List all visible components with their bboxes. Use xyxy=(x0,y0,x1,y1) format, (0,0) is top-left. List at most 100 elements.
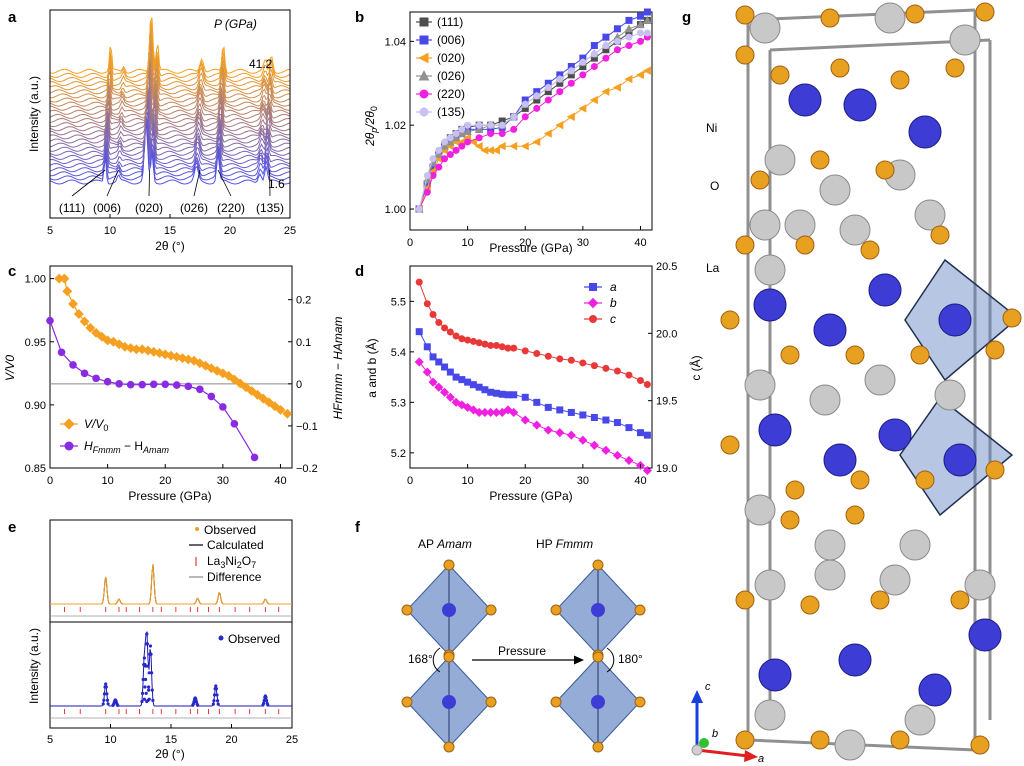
panel-e-observed-point xyxy=(264,695,268,699)
panel-d-point xyxy=(481,340,489,348)
panel-d-point xyxy=(503,405,513,415)
panel-d-point xyxy=(435,358,443,366)
panel-b-point xyxy=(579,58,587,66)
panel-e-observed-point xyxy=(143,677,148,682)
panel-d-point xyxy=(434,382,444,392)
panel-a-trace xyxy=(49,92,291,156)
panel-a-trace xyxy=(49,33,291,95)
panel-c-right-ytick-label: 0.1 xyxy=(296,337,311,349)
panel-d-point xyxy=(555,428,565,438)
panel-d-point xyxy=(624,455,634,465)
panel-g-ni-atom xyxy=(938,303,972,337)
panel-d-point xyxy=(578,435,588,445)
panel-b-point xyxy=(475,134,483,142)
panel-d-point xyxy=(556,355,564,363)
panel-f-ap-upper-octahedron-ni-atom xyxy=(442,603,456,617)
panel-e-ticks: 5 10 15 20 25 xyxy=(47,724,298,746)
panel-a-trace xyxy=(49,103,291,165)
panel-d: d 0 10 20 30 405.25.35.45.519.019.520.020.5 … xyxy=(355,261,703,503)
panel-c-xtick-label: 40 xyxy=(274,475,286,487)
panel-d-label: d xyxy=(355,263,364,280)
panel-e-observed-point xyxy=(145,632,149,636)
panel-a-trace xyxy=(49,69,291,132)
panel-b-point xyxy=(423,175,432,184)
legend-h-text: HFmmm − HAmam xyxy=(84,439,170,455)
panel-b-legend-marker xyxy=(419,35,429,45)
panel-g-o-atom xyxy=(930,225,950,245)
legend-calculated: Calculated xyxy=(207,538,264,552)
panel-b-legend-label: (006) xyxy=(437,33,465,47)
legend-la3ni2o7: La3Ni2O7 xyxy=(207,554,256,570)
panel-d-point xyxy=(567,408,575,416)
panel-e-observed-point xyxy=(105,692,109,696)
panel-a-trace xyxy=(49,116,291,177)
panel-a-label: a xyxy=(8,9,17,26)
panel-b-point xyxy=(556,75,564,83)
panel-g-la-atom xyxy=(834,729,866,761)
panel-a-trace xyxy=(49,58,291,119)
panel-b-point xyxy=(475,121,483,129)
panel-e-plot xyxy=(50,564,292,719)
panel-b-point xyxy=(498,130,506,138)
panel-d-xtick-label: 10 xyxy=(461,475,473,487)
panel-b-point xyxy=(566,112,575,122)
panel-g-crystal-structure xyxy=(720,2,1022,761)
panel-d-point xyxy=(602,364,610,372)
panel-c-point xyxy=(250,453,259,462)
panel-a-trace xyxy=(49,115,291,173)
panel-b-ytick-label: 1.02 xyxy=(385,120,406,132)
panel-f-ap-lower-octahedron-o-atom xyxy=(443,741,455,753)
panel-e-observed-point xyxy=(150,688,154,692)
panel-d-legend-marker xyxy=(589,283,597,291)
panel-c-point xyxy=(46,316,54,325)
panel-g-la-atom xyxy=(819,174,851,206)
panel-g-ni-atom xyxy=(843,88,877,122)
panel-g-la-atom xyxy=(784,209,816,241)
panel-b-point xyxy=(423,172,431,179)
panel-d-right-ytick-label: 19.0 xyxy=(656,463,677,475)
panel-d-point xyxy=(642,465,652,476)
panel-b-point xyxy=(556,88,564,96)
panel-b-point xyxy=(446,134,454,142)
panel-g-cell-edge xyxy=(747,8,976,22)
panel-b-point xyxy=(487,121,495,129)
panel-e-observed-point xyxy=(142,697,146,701)
panel-e-observed-point xyxy=(146,664,150,668)
panel-f-ap-angle-arc xyxy=(432,647,441,673)
panel-d-series-line xyxy=(418,331,648,436)
panel-d-point xyxy=(520,415,530,425)
panel-d-point xyxy=(429,310,437,318)
legend-vv0-text: V/V0 xyxy=(84,417,108,433)
panel-c-point xyxy=(79,316,90,327)
panel-d-point xyxy=(543,425,553,435)
panel-d-point xyxy=(533,350,541,358)
panel-g-o-atom xyxy=(850,470,870,490)
panel-b-xtick-label: 10 xyxy=(461,237,473,249)
panel-b-point xyxy=(532,137,541,147)
panel-b-point xyxy=(464,121,472,129)
panel-g-o-atom xyxy=(950,590,970,610)
panel-d-point xyxy=(480,407,490,417)
c-axis-label: c xyxy=(705,681,711,693)
panel-b-point xyxy=(451,133,461,142)
panel-a-hkl-label: (111) xyxy=(59,201,85,215)
panel-b-point xyxy=(578,104,587,113)
panel-b-point xyxy=(463,126,472,135)
panel-g-o-atom xyxy=(975,2,995,22)
legend-vv0-marker xyxy=(63,418,75,430)
panel-g-o-atom xyxy=(845,505,865,525)
panel-g-o-atom xyxy=(770,65,790,85)
panel-e-observed-point xyxy=(214,684,218,688)
panel-d-point xyxy=(521,393,529,401)
panel-d-point xyxy=(556,406,564,414)
panel-e-observed-point xyxy=(261,701,266,705)
panel-d-point xyxy=(458,335,466,343)
panel-g-ni-label: Ni xyxy=(706,121,717,135)
panel-g-la-atom xyxy=(814,529,846,561)
panel-b-point xyxy=(423,188,431,196)
panel-d-point xyxy=(435,319,443,327)
panel-d-point xyxy=(487,388,495,396)
panel-a-trace xyxy=(49,89,291,152)
panel-a-xtick-label: 10 xyxy=(104,225,116,237)
panel-g-ni-atom xyxy=(788,83,822,117)
